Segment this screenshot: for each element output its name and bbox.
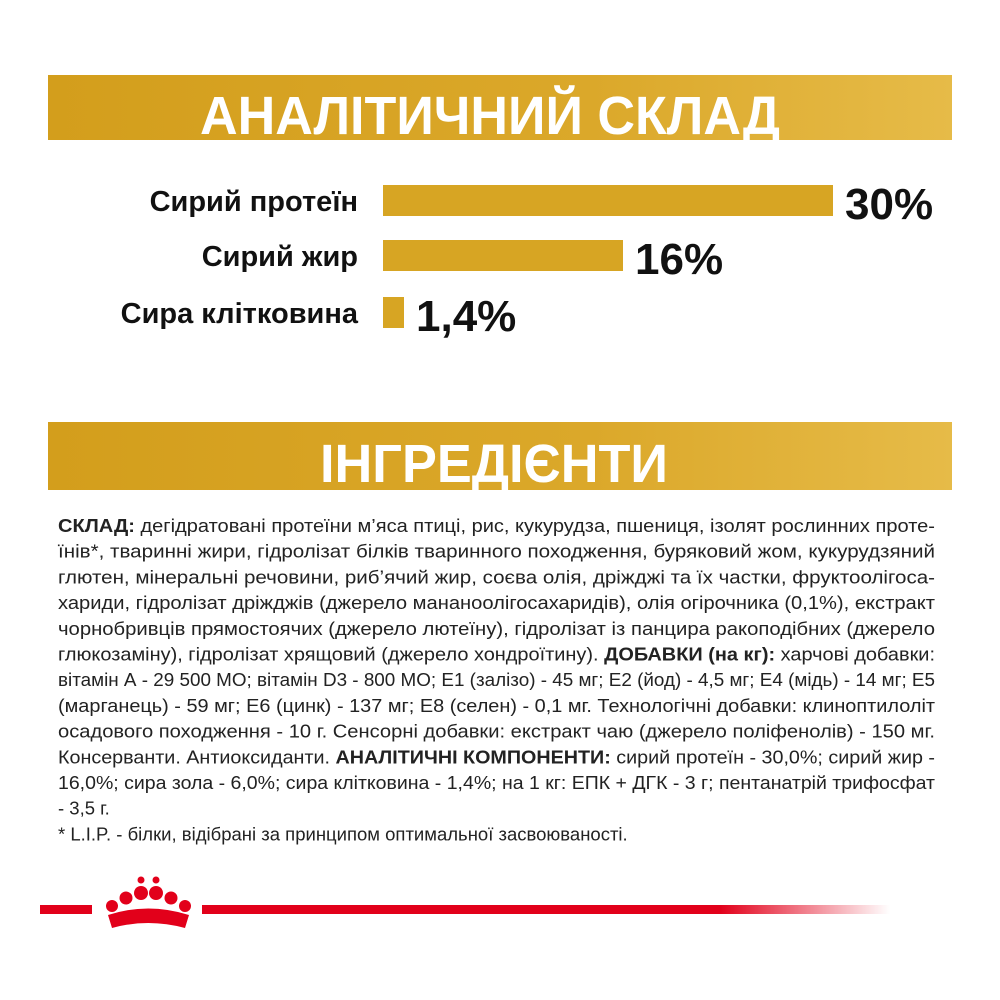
text-segment: глютен, мінеральні речовини, риб’ячий жи…	[58, 566, 935, 587]
ingredients-line: (марганець) - 59 мг; Е6 (цинк) - 137 мг;…	[58, 695, 936, 716]
banner	[48, 422, 952, 490]
text-segment: 16,0%; сира зола - 6,0%; сира клітковина…	[58, 772, 936, 793]
ingredients-line: - 3,5 г.	[58, 798, 110, 819]
text-segment: хариди, гідролізат дріжджів (джерело ман…	[58, 592, 936, 613]
text-segment: сирий протеїн - 30,0%; сирий жир -	[611, 746, 935, 767]
text-segment: ДОБАВКИ (на кг):	[604, 644, 775, 665]
ingredients-line: глюкозаміну), гідролізат хрящовий (джере…	[58, 644, 935, 665]
ingredients-line: глютен, мінеральні речовини, риб’ячий жи…	[58, 566, 935, 587]
text-segment: вітамін А - 29 500 МО; вітамін D3 - 800 …	[58, 669, 935, 690]
text-segment: (марганець) - 59 мг; Е6 (цинк) - 137 мг;…	[58, 695, 936, 716]
ingredients-line: їнів*, тваринні жири, гідролізат білків …	[57, 541, 935, 562]
text-segment: - 3,5 г.	[58, 798, 110, 819]
value-label: 30%	[845, 180, 933, 229]
text-segment: харчові добавки:	[775, 644, 935, 665]
text-segment: дегідратовані протеїни м’яса птиці, рис,…	[135, 515, 935, 536]
banner	[48, 75, 952, 140]
ingredients-line: Консерванти. Антиоксиданти. АНАЛІТИЧНІ К…	[58, 746, 935, 767]
text-segment: АНАЛІТИЧНІ КОМПОНЕНТИ:	[335, 746, 610, 767]
bar-chart: Сирий протеїн 30% Сирий жир 16% Сира клітков…	[121, 180, 933, 341]
text-segment: осадового походження - 10 г. Сенсорні до…	[58, 721, 935, 742]
ingredients-line: СКЛАД: дегідратовані протеїни м’яса птиц…	[58, 515, 935, 536]
value-label: 16%	[635, 235, 723, 284]
ingredients-line: 16,0%; сира зола - 6,0%; сира клітковина…	[58, 772, 936, 793]
heading: ІНГРЕДІЄНТИ	[320, 434, 668, 494]
text-segment: СКЛАД:	[58, 515, 135, 536]
text-segment: їнів*, тваринні жири, гідролізат білків …	[57, 541, 935, 562]
footnote: * L.I.P. - білки, відібрані за принципом…	[58, 823, 628, 844]
text-segment: Консерванти. Антиоксиданти.	[58, 746, 335, 767]
ingredients-text: СКЛАД: дегідратовані протеїни м’яса птиц…	[57, 515, 936, 844]
text-segment: чорнобривців прямостоячих (джерело лютеї…	[58, 618, 935, 639]
ingredients-line: вітамін А - 29 500 МО; вітамін D3 - 800 …	[58, 669, 935, 690]
ingredients-line: осадового походження - 10 г. Сенсорні до…	[58, 721, 935, 742]
ingredients-line: чорнобривців прямостоячих (джерело лютеї…	[58, 618, 935, 639]
value-label: 1,4%	[416, 292, 516, 341]
category-label: Сирий жир	[202, 241, 358, 273]
bar	[383, 240, 623, 271]
category-label: Сира клітковина	[121, 298, 359, 330]
footer-line	[40, 905, 890, 914]
logo	[92, 876, 202, 930]
heading: АНАЛІТИЧНИЙ СКЛАД	[200, 85, 780, 146]
bar	[383, 297, 404, 328]
category-label: Сирий протеїн	[150, 186, 358, 218]
bar	[383, 185, 833, 216]
text-segment: глюкозаміну), гідролізат хрящовий (джере…	[58, 644, 604, 665]
ingredients-line: хариди, гідролізат дріжджів (джерело ман…	[58, 592, 936, 613]
